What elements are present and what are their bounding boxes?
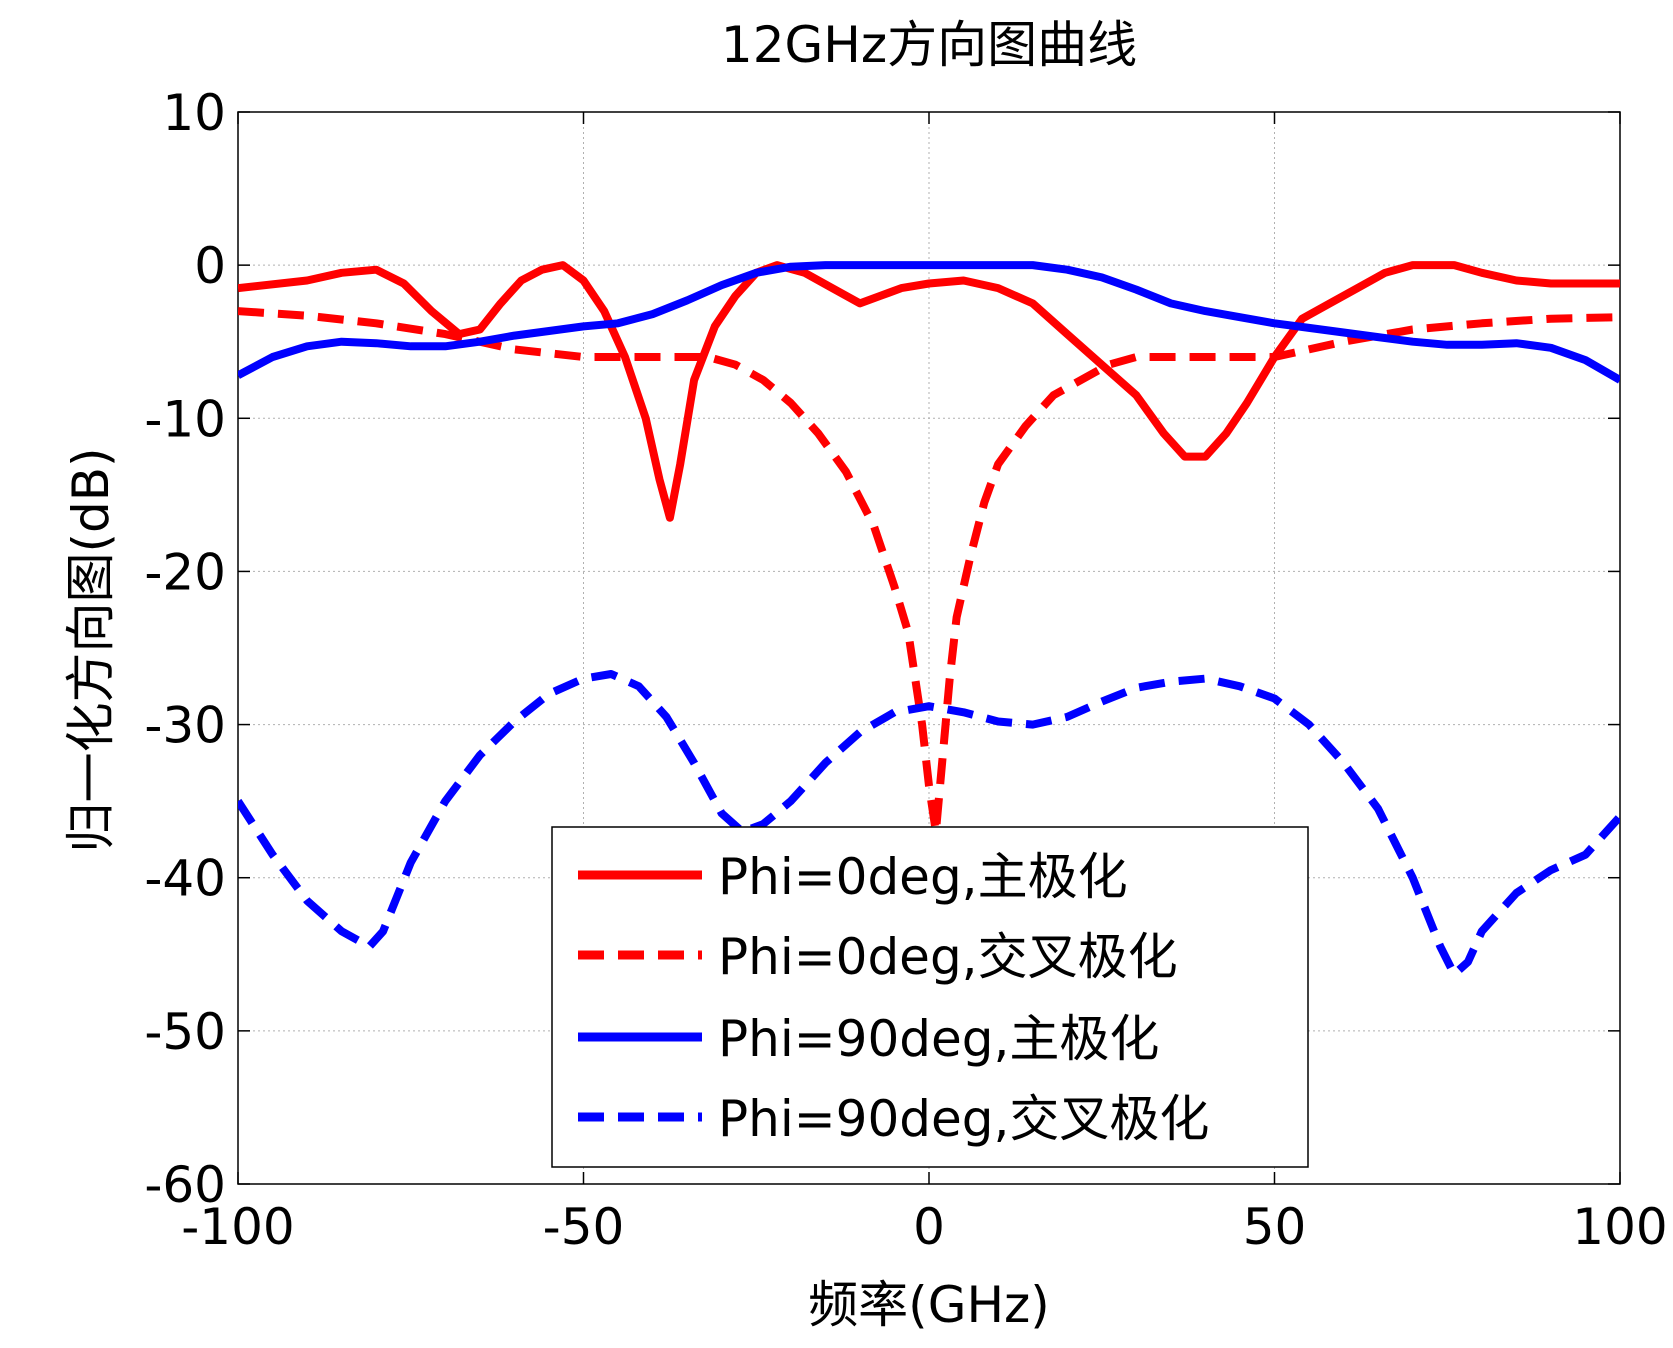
series-line-0 (238, 261, 1620, 522)
legend-box (551, 826, 1309, 1168)
y-tick-label: 0 (194, 237, 226, 295)
x-axis-label: 频率(GHz) (808, 1276, 1050, 1334)
x-tick-label: -50 (543, 1198, 625, 1256)
legend-label-1: Phi=0deg,交叉极化 (718, 928, 1178, 986)
y-tick-label: 10 (162, 84, 226, 142)
y-tick-label: -40 (144, 850, 226, 908)
legend: Phi=0deg,主极化 Phi=0deg,交叉极化 Phi=90deg,主极化… (551, 826, 1309, 1168)
series-line-2 (238, 261, 1620, 384)
x-tick-label: 100 (1572, 1198, 1667, 1256)
x-tick-label: -100 (181, 1198, 294, 1256)
y-tick-label: -10 (144, 390, 226, 448)
y-tick-label: -20 (144, 543, 226, 601)
series-layer (238, 261, 1620, 979)
y-tick-label: -50 (144, 1003, 226, 1061)
x-tick-label: 0 (913, 1198, 945, 1256)
series-line-1 (238, 307, 1620, 836)
y-axis-label: 归一化方向图(dB) (62, 447, 120, 852)
legend-label-0: Phi=0deg,主极化 (718, 848, 1128, 906)
y-tick-label: -60 (144, 1156, 226, 1214)
legend-label-2: Phi=90deg,主极化 (718, 1010, 1159, 1068)
x-tick-label: 50 (1243, 1198, 1307, 1256)
y-tick-label: -30 (144, 697, 226, 755)
legend-label-3: Phi=90deg,交叉极化 (718, 1090, 1209, 1148)
chart-title: 12GHz方向图曲线 (721, 16, 1137, 74)
series-line-3 (238, 670, 1620, 979)
